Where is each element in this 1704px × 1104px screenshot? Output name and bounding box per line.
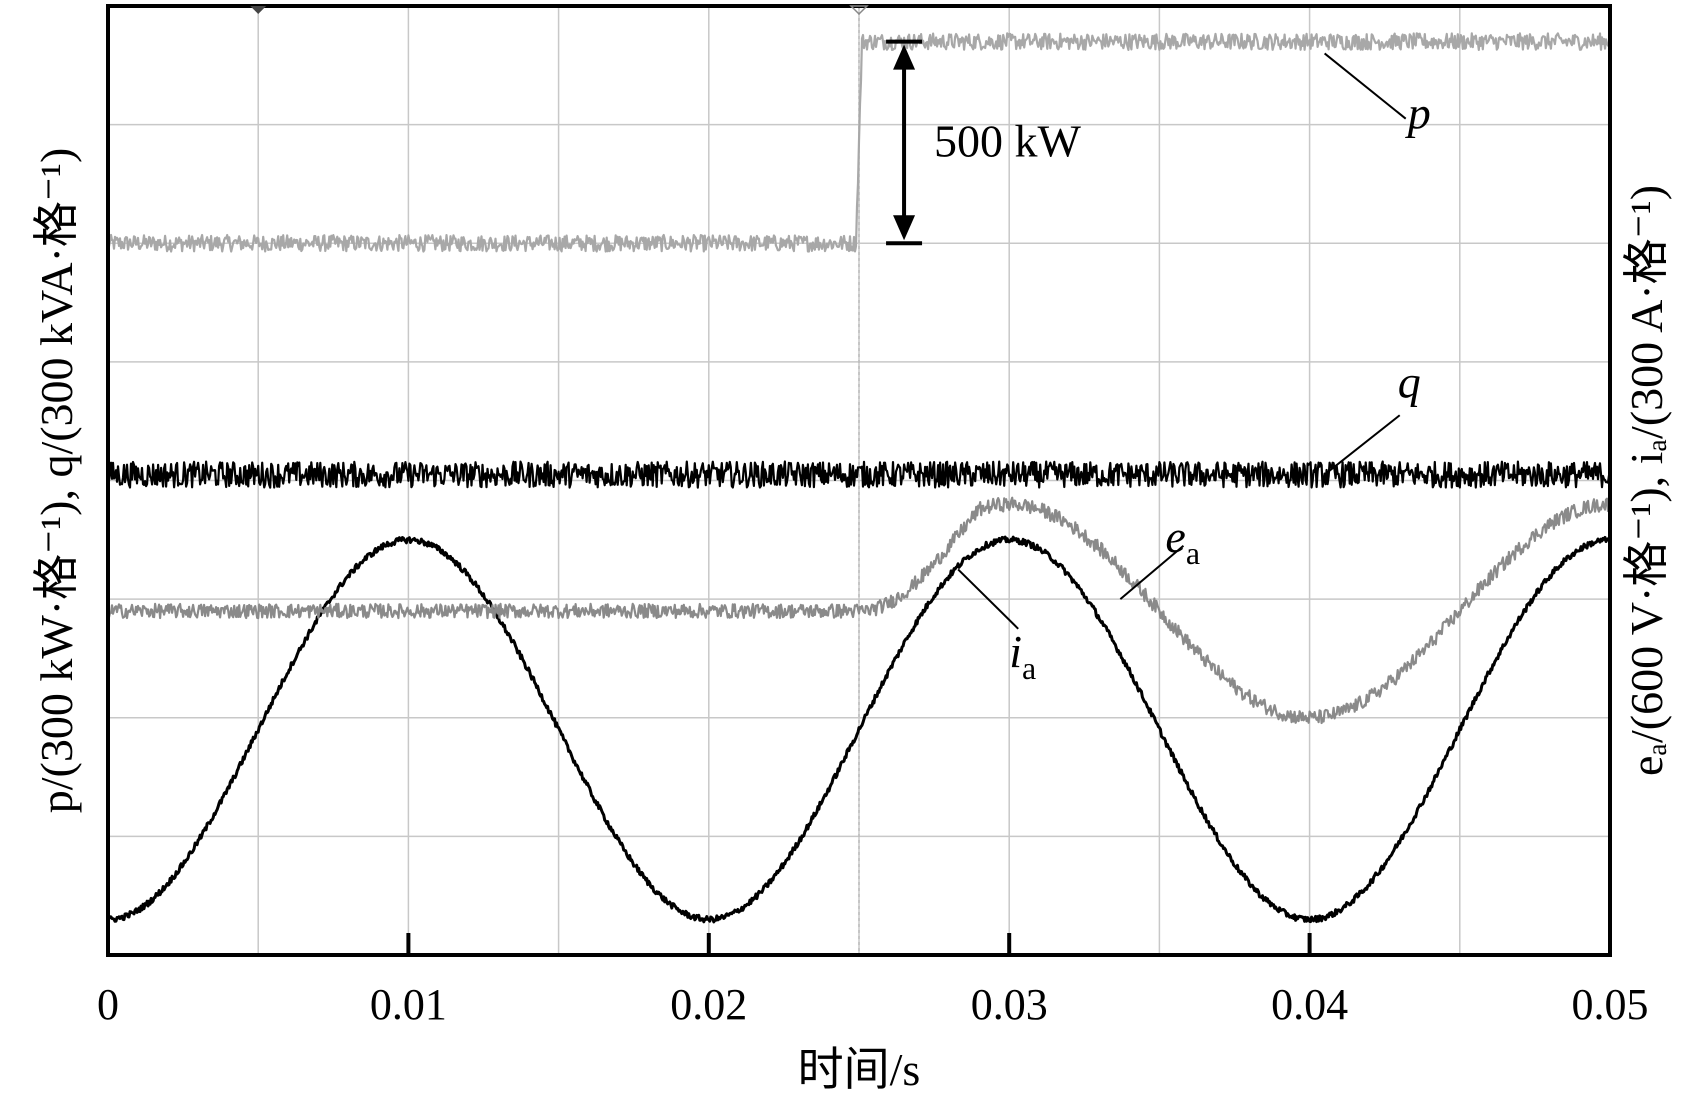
x-tick-label: 0.04 (1271, 980, 1348, 1029)
annotations: 500 kW (250, 5, 1407, 630)
y-axis-title-right: eₐ/(600 V·格⁻¹), iₐ/(300 A·格⁻¹) (1621, 185, 1672, 776)
x-tick-label: 0.01 (370, 980, 447, 1029)
series-label-p: p (1405, 88, 1431, 139)
leader-q (1324, 414, 1401, 476)
series-layer (106, 32, 1612, 924)
series-label-ea: ea (1165, 511, 1200, 571)
x-tick-label: 0.03 (971, 980, 1048, 1029)
x-tick-label: 0 (97, 980, 119, 1029)
x-axis-title: 时间/s (798, 1044, 921, 1095)
series-line-p (106, 32, 1611, 253)
series-line-q (106, 460, 1612, 489)
x-tick-label: 0.02 (670, 980, 747, 1029)
annotation-arrowhead-up (893, 44, 916, 70)
leader-ia (957, 568, 1019, 630)
series-line-ea (106, 535, 1612, 924)
leader-ea (1119, 544, 1185, 600)
series-line-ia (106, 496, 1612, 725)
marker-0.005 (250, 6, 267, 14)
y-axis-title-left: p/(300 kW·格⁻¹), q/(300 kVA·格⁻¹) (31, 148, 82, 814)
leader-p (1323, 52, 1407, 120)
marker-0.025 (849, 5, 869, 16)
series-label-q: q (1398, 356, 1421, 407)
x-tick-label: 0.05 (1572, 980, 1649, 1029)
series-label-ia: ia (1009, 626, 1036, 686)
x-ticks: 0 0.01 0.02 0.03 0.04 0.05 (97, 933, 1649, 1029)
annotation-arrowhead-down (893, 215, 916, 241)
annotation-label: 500 kW (934, 115, 1082, 166)
